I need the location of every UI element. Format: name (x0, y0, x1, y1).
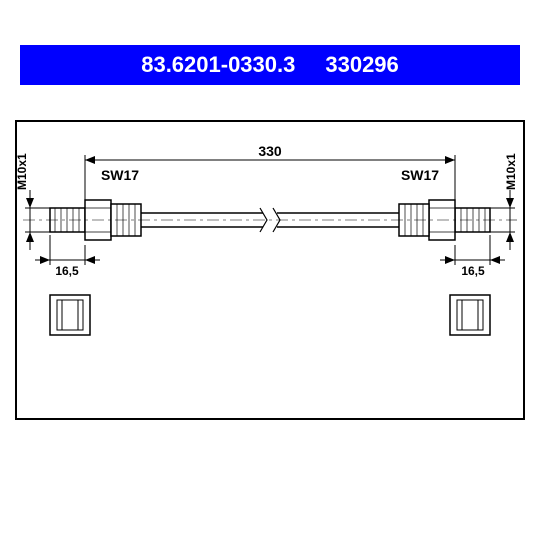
arrow-left (85, 156, 95, 164)
diagram-border (16, 121, 524, 419)
left-end-view (50, 295, 90, 335)
technical-diagram: 330 SW17 SW17 M10x1 M10x1 (15, 120, 525, 420)
diagram-svg: 330 SW17 SW17 M10x1 M10x1 (15, 120, 525, 420)
left-fitting-length: 16,5 (55, 264, 79, 278)
right-thread-label: M10x1 (504, 153, 518, 190)
thread-arrow-tl (26, 198, 34, 208)
part-number: 83.6201-0330.3 (141, 52, 295, 78)
thread-arrow-tr (506, 198, 514, 208)
right-wrench-label: SW17 (401, 167, 439, 183)
left-wrench-label: SW17 (101, 167, 139, 183)
thread-arrow-br (506, 232, 514, 242)
secondary-number: 330296 (325, 52, 398, 78)
right-end-view (450, 295, 490, 335)
thread-arrow-bl (26, 232, 34, 242)
header-bar: 83.6201-0330.3 330296 (20, 45, 520, 85)
overall-length-label: 330 (258, 143, 282, 159)
right-fitting-length: 16,5 (461, 264, 485, 278)
arrow-right (445, 156, 455, 164)
left-thread-label: M10x1 (15, 153, 29, 190)
